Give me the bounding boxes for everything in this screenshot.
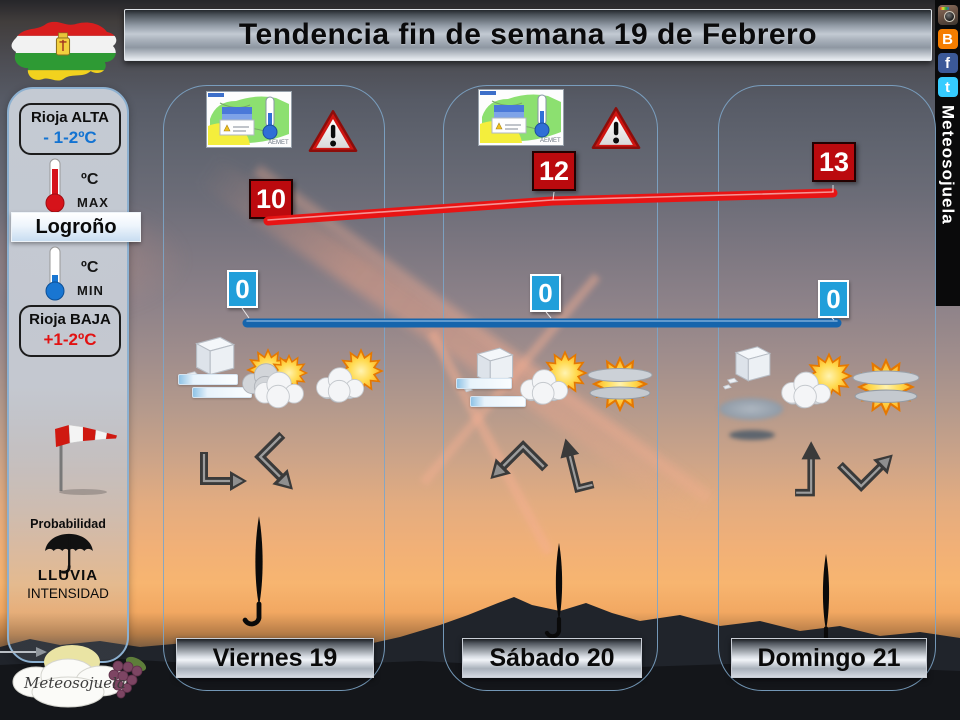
windsock-icon — [55, 424, 117, 495]
max-unit: ºC — [81, 171, 99, 188]
mist-bar — [470, 396, 526, 407]
sun-with-haze-icon — [587, 357, 653, 411]
rioja-baja-box: Rioja BAJA +1-2ºC — [19, 305, 121, 357]
tmin-value: 0 — [826, 283, 841, 314]
city-band: Logroño — [11, 212, 141, 242]
min-unit: ºC — [81, 259, 99, 276]
umbrella-icon — [45, 533, 93, 574]
tmin-badge: 0 — [227, 270, 258, 308]
closed-umbrella-icon — [242, 514, 276, 634]
twitter-icon[interactable]: t — [937, 77, 958, 97]
tmax-badge: 10 — [249, 179, 293, 219]
day-column-sabado: 12 0 Sábado 20 — [443, 85, 658, 691]
frost-cube-icon — [721, 341, 779, 394]
rioja-baja-value: +1-2ºC — [43, 330, 97, 349]
intensity-label: INTENSIDAD — [27, 586, 109, 601]
blogger-icon[interactable]: B — [937, 29, 958, 49]
day-name: Domingo 21 — [757, 643, 901, 672]
thermometer-max-icon — [45, 158, 65, 213]
wind-southwest-icon — [474, 426, 553, 505]
partly-sunny-icon — [781, 353, 852, 409]
blogger-glyph: B — [942, 30, 953, 48]
tmax-value: 13 — [818, 146, 850, 177]
wind-elbow-north-icon — [789, 438, 829, 498]
day-column-viernes: 10 0 Viernes 19 — [163, 85, 385, 691]
fog-bank-icon — [719, 398, 783, 420]
tmax-value: 10 — [255, 183, 287, 214]
tmax-badge: 13 — [812, 142, 856, 182]
twitter-glyph: t — [945, 78, 950, 96]
closed-umbrella-icon — [544, 541, 574, 645]
facebook-icon[interactable]: f — [937, 53, 958, 73]
rain-label: LLUVIA — [37, 567, 99, 584]
wind-southeast-icon — [240, 426, 319, 505]
wind-north-icon — [547, 430, 600, 498]
page-title: Tendencia fin de semana 19 de Febrero — [238, 18, 818, 51]
aemet-warning-map-icon — [206, 91, 292, 148]
arrow-icon — [0, 647, 47, 657]
rioja-alta-value: - 1-2ºC — [43, 128, 97, 147]
social-bar: B f t Meteosojuela — [935, 0, 960, 306]
day-label: Viernes 19 — [176, 638, 374, 678]
wind-northeast-icon — [832, 429, 908, 505]
wind-elbow-east-icon — [196, 448, 250, 500]
min-label: MIN — [77, 283, 104, 298]
warning-triangle-icon — [307, 108, 359, 155]
aemet-warning-map-icon — [478, 89, 564, 146]
title-banner: Tendencia fin de semana 19 de Febrero — [124, 9, 932, 61]
tmin-badge: 0 — [530, 274, 561, 312]
facebook-glyph: f — [945, 54, 950, 72]
la-rioja-flag-map-icon — [11, 21, 117, 81]
logo-text: Meteosojuela — [23, 674, 126, 692]
day-column-domingo: 13 0 Domingo 21 — [718, 85, 936, 691]
partly-sunny-icon — [316, 349, 383, 403]
day-name: Viernes 19 — [212, 643, 338, 672]
instagram-icon[interactable] — [937, 5, 958, 25]
grapes-icon — [108, 656, 147, 699]
rioja-baja-label: Rioja BAJA — [29, 311, 111, 328]
thermometer-min-icon — [45, 246, 65, 301]
city-name: Logroño — [35, 215, 117, 238]
tmax-badge: 12 — [532, 151, 576, 191]
sun-behind-clouds-icon — [242, 349, 308, 409]
tmin-value: 0 — [538, 277, 553, 308]
rioja-alta-label: Rioja ALTA — [30, 109, 110, 126]
mist-bar — [178, 374, 238, 385]
tmin-badge: 0 — [818, 280, 849, 318]
meteosojuela-logo: Meteosojuela — [12, 645, 147, 708]
day-label: Sábado 20 — [462, 638, 642, 678]
day-name: Sábado 20 — [489, 643, 615, 672]
partly-sunny-icon — [520, 351, 587, 405]
tmin-value: 0 — [235, 273, 250, 304]
warning-triangle-icon — [590, 105, 642, 152]
tmax-value: 12 — [538, 155, 570, 186]
probability-label: Probabilidad — [30, 517, 106, 531]
legend-sidebar: Rioja ALTA - 1-2ºC ºC MAX Logroño ºC MIN… — [7, 87, 141, 663]
rioja-alta-box: Rioja ALTA - 1-2ºC — [19, 103, 121, 155]
brand-name-vertical: Meteosojuela — [938, 105, 958, 225]
fog-shadow — [729, 430, 775, 440]
max-label: MAX — [77, 195, 109, 210]
sun-with-haze-icon — [852, 359, 920, 415]
mist-bar — [456, 378, 512, 389]
day-label: Domingo 21 — [731, 638, 927, 678]
